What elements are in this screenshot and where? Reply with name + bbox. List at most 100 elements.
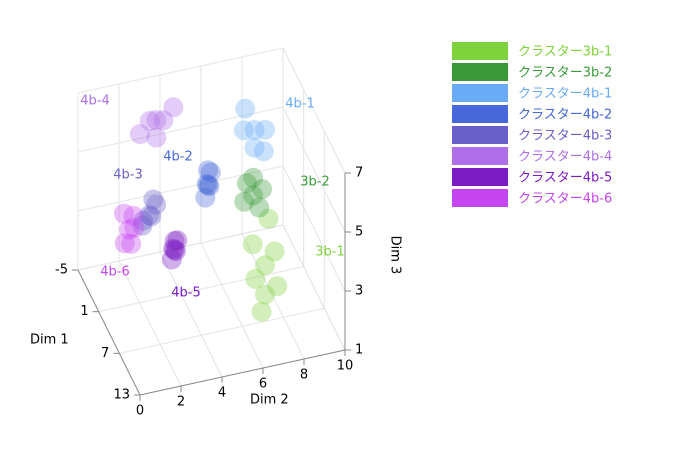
point [244,119,265,140]
point [164,231,185,252]
legend-label: クラスター4b-1 [518,87,612,102]
point [139,110,160,131]
grid-line [77,47,284,94]
point [236,173,257,194]
legend-label: クラスター4b-5 [518,171,612,186]
point [124,217,145,238]
point [252,179,273,200]
point [163,97,184,118]
point [141,206,162,227]
point [164,239,185,260]
point [161,249,182,270]
point [132,215,153,236]
point [267,276,288,297]
grid-line [159,251,223,378]
point [233,120,254,141]
cluster-label: 4b-5 [171,286,201,301]
point [146,194,167,215]
point [243,167,264,188]
point [114,233,135,254]
legend-label: クラスター3b-2 [518,66,612,81]
legend-swatch [452,42,508,60]
legend-swatch [452,189,508,207]
point [253,141,274,162]
point [123,205,144,226]
point [235,98,256,119]
point [165,240,186,261]
point [244,137,265,158]
z-tick-label: 3 [355,284,363,299]
point [198,160,219,181]
z-axis-label: Dim 3 [388,236,403,275]
legend-swatch [452,168,508,186]
x-tick-label: 13 [113,388,130,403]
point [243,185,264,206]
legend-label: クラスター4b-6 [518,192,612,207]
grid-line [77,165,284,212]
point [153,110,174,131]
point [245,268,266,289]
legend-label: クラスター4b-3 [518,129,612,144]
y-tick-label: 2 [177,395,185,410]
point [200,162,221,183]
y-tick-label: 6 [259,377,267,392]
grid-line [77,224,284,271]
point [258,208,279,229]
cluster-label: 4b-6 [100,265,130,280]
point [167,230,188,251]
point [143,189,164,210]
point [163,238,184,259]
grid-line [282,224,346,351]
point [113,203,134,224]
point [195,187,216,208]
legend-label: クラスター3b-1 [518,45,612,60]
x-axis [77,269,141,396]
x-tick-label: -5 [55,263,68,278]
point [146,109,167,130]
grid-line [282,106,346,233]
legend-label: クラスター4b-4 [518,150,612,165]
point [119,219,140,240]
legend-label: クラスター4b-2 [518,108,612,123]
point [129,124,150,145]
y-axis-label: Dim 2 [250,393,289,408]
point [121,233,142,254]
legend-swatch [452,126,508,144]
point [139,205,160,226]
point [251,301,272,322]
cluster-label: 4b-1 [285,97,315,112]
legend-swatch [452,63,508,81]
legend-swatch [452,105,508,123]
grid-line [200,242,264,369]
cluster-label: 4b-3 [113,168,143,183]
x-tick-label: 1 [80,304,88,319]
legend-swatch [452,84,508,102]
cluster-label: 3b-2 [300,175,330,190]
point [146,127,167,148]
cluster-label: 4b-4 [80,94,110,109]
grid-line [77,106,284,153]
point [249,197,270,218]
y-tick-label: 0 [136,404,144,419]
x-tick-label: 7 [101,346,109,361]
point [242,234,263,255]
point [133,210,154,231]
point [255,284,275,305]
grid-line [118,260,182,387]
grid-line [241,233,305,360]
y-axis [139,349,346,396]
y-tick-label: 10 [337,359,354,374]
grid-line [282,165,346,292]
z-tick-label: 5 [355,225,363,240]
point [199,176,220,197]
point [198,175,219,196]
grid-line [282,47,346,174]
grid-line [98,266,304,313]
z-tick-label: 1 [355,343,363,358]
point [255,255,275,276]
z-tick-label: 7 [355,166,363,181]
point [264,241,285,262]
x-axis-label: Dim 1 [30,333,69,348]
point [234,191,255,212]
